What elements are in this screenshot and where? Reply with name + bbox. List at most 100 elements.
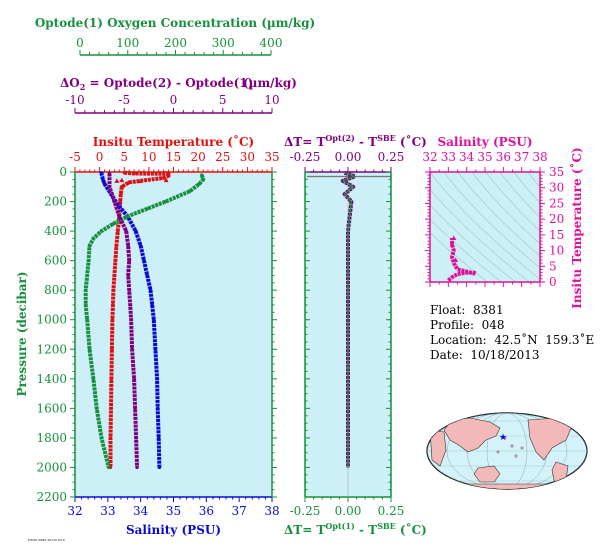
delta-o2-axis: ΔO2 = Optode(2) - Optode(1)(µm/kg) -10 -5 0… xyxy=(60,76,297,114)
pressure-tick-label: 1600 xyxy=(36,401,67,415)
delta-o2-point xyxy=(127,288,131,292)
salinity-line xyxy=(99,172,162,468)
delta-t-bottom-tick-label: -0.25 xyxy=(290,504,321,518)
delta-o2-axis-label: ΔO2 = Optode(2) - Optode(1) xyxy=(60,76,253,92)
map-landmass xyxy=(439,483,581,489)
ts-density-contour xyxy=(527,172,540,188)
salinity-axis-label: Salinity (PSU) xyxy=(126,523,221,537)
temperature-point xyxy=(162,176,166,180)
oxygen-point xyxy=(95,406,99,410)
ts-temperature-tick-label: 5 xyxy=(549,259,557,273)
oxygen-point xyxy=(84,288,88,292)
ts-density-contour xyxy=(430,204,516,282)
delta-t-top-tick-label: 0.25 xyxy=(378,150,405,164)
salinity-tick-label: 38 xyxy=(264,504,279,518)
temperature-point xyxy=(111,288,116,292)
delta-o2-point xyxy=(130,347,134,351)
salinity-point xyxy=(142,259,146,263)
delta-o2-point xyxy=(132,377,136,381)
salinity-point xyxy=(150,303,154,307)
delta-t-top-label: ΔT= TOpt(2) - TSBE (˚C) xyxy=(284,133,427,149)
delta-t-opt1-line xyxy=(342,171,356,468)
map-island xyxy=(514,454,518,458)
oxygen-point xyxy=(86,259,91,263)
pressure-axis-label: Pressure (decibar) xyxy=(15,271,29,396)
salinity-point xyxy=(134,229,138,233)
main-profile-panel: Insitu Temperature (˚C)-5 0 5 10 15 20 25 30 353… xyxy=(15,134,280,537)
salinity-tick-label: 33 xyxy=(100,504,115,518)
ts-density-contour xyxy=(457,172,540,257)
ts-temperature-tick-label: 15 xyxy=(549,228,564,242)
temperature-point xyxy=(108,436,113,440)
delta-t-part: ΔT= T xyxy=(284,135,325,149)
delta-o2-point xyxy=(133,406,137,410)
temperature-point xyxy=(116,229,120,233)
map-island xyxy=(510,444,514,448)
temperature-point xyxy=(112,273,116,278)
temperature-tick-label: 0 xyxy=(96,150,104,164)
salinity-tick-label: 35 xyxy=(166,504,181,518)
map-island xyxy=(496,450,500,454)
ts-temperature-tick-label: 20 xyxy=(549,212,564,226)
delta-o2-tick-label: 10 xyxy=(264,93,279,107)
ts-line xyxy=(447,238,478,282)
temperature-tick-label: -5 xyxy=(69,150,81,164)
oxygen-point xyxy=(126,214,130,218)
delta-t-top-tick-label: 0.00 xyxy=(335,150,362,164)
salinity-point xyxy=(145,273,149,278)
salinity-tick-label: 37 xyxy=(232,504,247,518)
temperature-tick-label: 25 xyxy=(215,150,230,164)
temperature-surface-marker xyxy=(136,178,142,184)
salinity-tick-label: 36 xyxy=(199,504,214,518)
oxygen-tick-label: 300 xyxy=(212,36,235,50)
map-graticule xyxy=(486,413,528,489)
ts-density-contours xyxy=(430,172,540,282)
oxygen-point xyxy=(87,244,92,248)
footer-note: F8381/0048 2013/10/18 xyxy=(28,538,65,542)
temperature-point xyxy=(118,199,122,204)
ts-density-contour xyxy=(513,172,540,204)
oxygen-point xyxy=(164,199,168,204)
salinity-point xyxy=(152,318,156,322)
map-landmass xyxy=(443,417,501,453)
delta-o2-tick-label: -5 xyxy=(118,93,130,107)
location: Location: 42.5˚N 159.3˚E xyxy=(430,333,595,347)
temperature-point xyxy=(166,174,171,178)
ts-temperature-tick-label: 10 xyxy=(549,244,564,258)
delta-o2-point xyxy=(107,185,112,189)
ts-surface-marker xyxy=(451,235,457,240)
salinity-point xyxy=(156,406,160,410)
oxygen-point xyxy=(197,182,201,186)
oxygen-point xyxy=(200,173,204,177)
delta-t-part: - T xyxy=(355,523,377,537)
ts-density-contour xyxy=(430,232,488,282)
delta-o2-label-part: = Optode(2) - Optode(1) xyxy=(85,76,253,90)
pressure-tick-label: 600 xyxy=(44,254,67,268)
ts-density-contour xyxy=(430,219,502,282)
oxygen-tick-label: 0 xyxy=(76,36,84,50)
pressure-tick-label: 2200 xyxy=(36,490,67,504)
salinity-tick-label: 34 xyxy=(133,504,149,518)
oxygen-point xyxy=(91,236,95,241)
temperature-surface-marker xyxy=(119,177,125,183)
oxygen-point xyxy=(87,347,92,351)
ts-temperature-label: Insitu Temperature (˚C) xyxy=(569,147,584,308)
pressure-tick-label: 200 xyxy=(44,195,67,209)
temperature-point xyxy=(119,192,123,196)
pressure-tick-label: 0 xyxy=(59,165,67,179)
delta-o2-label-sub: 2 xyxy=(80,82,86,92)
ts-temperature-tick-label: 35 xyxy=(549,165,564,179)
temperature-point xyxy=(110,318,115,322)
delta-o2-point xyxy=(126,273,130,278)
temperature-tick-label: 15 xyxy=(166,150,181,164)
salinity-point xyxy=(139,244,143,248)
temperature-point xyxy=(109,377,114,381)
delta-o2-tick-label: 5 xyxy=(219,93,227,107)
delta-o2-point xyxy=(124,229,128,233)
oxygen-point xyxy=(85,273,89,278)
pressure-tick-label: 1000 xyxy=(36,313,67,327)
delta-t-top-tick-label: -0.25 xyxy=(290,150,321,164)
temperature-line xyxy=(108,170,171,468)
ts-salinity-tick-label: 38 xyxy=(532,150,547,164)
oxygen-point xyxy=(145,207,149,211)
